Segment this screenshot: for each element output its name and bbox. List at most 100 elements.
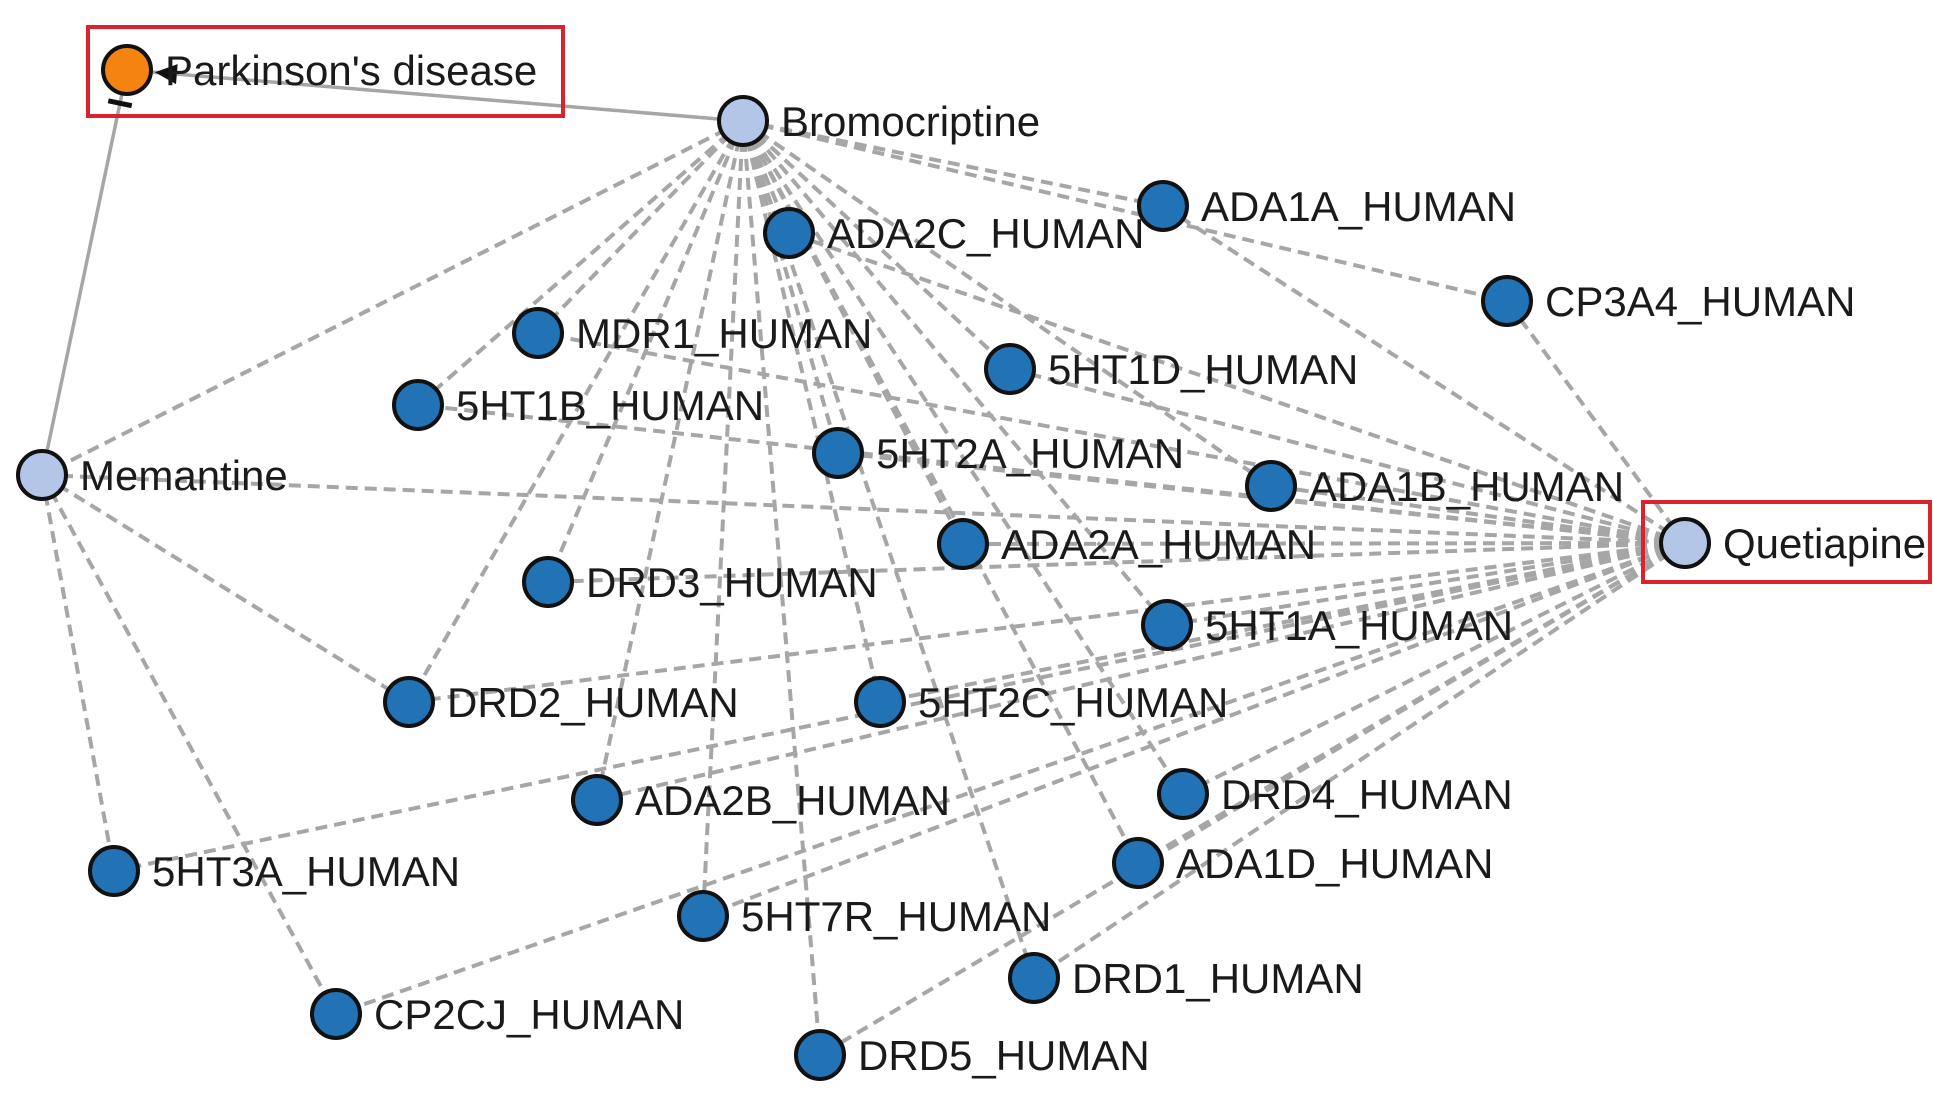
inhibit-bar-memantine-parkinsons bbox=[107, 98, 133, 109]
edge-quetiapine-mdr1 bbox=[537, 331, 1686, 545]
node-circle-ada2b[interactable] bbox=[571, 774, 623, 826]
node-5ht7r[interactable]: 5HT7R_HUMAN bbox=[677, 890, 1051, 942]
node-cp2cj[interactable]: CP2CJ_HUMAN bbox=[310, 988, 684, 1040]
node-5ht1a[interactable]: 5HT1A_HUMAN bbox=[1141, 599, 1513, 651]
node-mdr1[interactable]: MDR1_HUMAN bbox=[512, 307, 872, 359]
node-circle-ada2a[interactable] bbox=[937, 518, 989, 570]
edge-bromocriptine-ada1b bbox=[741, 119, 1273, 488]
edge-bromocriptine-5ht1d bbox=[741, 119, 1012, 371]
node-ada1a[interactable]: ADA1A_HUMAN bbox=[1137, 180, 1516, 232]
node-circle-parkinsons[interactable] bbox=[101, 44, 153, 96]
node-circle-drd5[interactable] bbox=[794, 1029, 846, 1081]
edge-bromocriptine-parkinsons bbox=[126, 68, 744, 123]
edge-quetiapine-ada2b bbox=[596, 541, 1686, 802]
node-5ht2a[interactable]: 5HT2A_HUMAN bbox=[812, 427, 1184, 479]
node-5ht1d[interactable]: 5HT1D_HUMAN bbox=[984, 343, 1358, 395]
node-label-5ht1b: 5HT1B_HUMAN bbox=[456, 382, 764, 429]
edge-quetiapine-ada1a bbox=[1161, 204, 1687, 545]
highlight-boxes-layer bbox=[86, 25, 1932, 584]
node-5ht3a[interactable]: 5HT3A_HUMAN bbox=[88, 845, 460, 897]
node-label-memantine: Memantine bbox=[80, 452, 288, 499]
node-drd2[interactable]: DRD2_HUMAN bbox=[383, 676, 739, 728]
node-circle-mdr1[interactable] bbox=[512, 307, 564, 359]
edge-memantine-drd2 bbox=[40, 473, 411, 704]
edge-bromocriptine-ada1a bbox=[742, 119, 1164, 208]
node-cp3a4[interactable]: CP3A4_HUMAN bbox=[1481, 275, 1855, 327]
node-parkinsons[interactable]: Parkinson's disease bbox=[101, 44, 537, 96]
edge-quetiapine-5ht7r bbox=[702, 541, 1686, 918]
edge-bromocriptine-drd2 bbox=[407, 120, 745, 703]
edge-memantine-cp2cj bbox=[40, 474, 338, 1015]
edge-quetiapine-ada2a bbox=[962, 541, 1686, 546]
node-circle-cp3a4[interactable] bbox=[1481, 275, 1533, 327]
node-ada1b[interactable]: ADA1B_HUMAN bbox=[1245, 460, 1624, 512]
node-label-quetiapine: Quetiapine bbox=[1723, 520, 1926, 567]
node-label-drd4: DRD4_HUMAN bbox=[1221, 771, 1513, 818]
node-ada2a[interactable]: ADA2A_HUMAN bbox=[937, 518, 1316, 570]
node-ada2c[interactable]: ADA2C_HUMAN bbox=[763, 207, 1144, 259]
node-ada2b[interactable]: ADA2B_HUMAN bbox=[571, 774, 950, 826]
node-circle-drd1[interactable] bbox=[1008, 952, 1060, 1004]
highlight-box-parkinsons bbox=[86, 25, 565, 118]
node-ada1d[interactable]: ADA1D_HUMAN bbox=[1112, 837, 1493, 889]
edge-memantine-parkinsons bbox=[40, 69, 129, 476]
node-circle-ada2c[interactable] bbox=[763, 207, 815, 259]
node-circle-5ht2a[interactable] bbox=[812, 427, 864, 479]
nodes-layer: Parkinson's disease Bromocriptine Memantin… bbox=[16, 44, 1926, 1081]
node-drd5[interactable]: DRD5_HUMAN bbox=[794, 1029, 1150, 1081]
node-bromocriptine[interactable]: Bromocriptine bbox=[717, 95, 1040, 147]
edge-quetiapine-cp2cj bbox=[335, 541, 1686, 1016]
edge-quetiapine-5ht1d bbox=[1009, 367, 1686, 545]
edge-quetiapine-ada2c bbox=[788, 231, 1686, 545]
node-label-5ht1d: 5HT1D_HUMAN bbox=[1048, 346, 1358, 393]
edge-quetiapine-5ht1a bbox=[1166, 541, 1686, 627]
node-circle-drd4[interactable] bbox=[1157, 768, 1209, 820]
node-label-5ht1a: 5HT1A_HUMAN bbox=[1205, 602, 1513, 649]
node-circle-drd3[interactable] bbox=[522, 556, 574, 608]
node-circle-ada1a[interactable] bbox=[1137, 180, 1189, 232]
node-quetiapine[interactable]: Quetiapine bbox=[1659, 517, 1926, 569]
node-label-cp2cj: CP2CJ_HUMAN bbox=[374, 991, 684, 1038]
edge-bromocriptine-ada2b bbox=[595, 120, 745, 801]
edge-memantine-5ht3a bbox=[40, 474, 116, 872]
edge-bromocriptine-5ht2a bbox=[741, 120, 840, 454]
node-5ht2c[interactable]: 5HT2C_HUMAN bbox=[854, 676, 1228, 728]
edge-quetiapine-drd5 bbox=[818, 541, 1687, 1057]
node-label-5ht7r: 5HT7R_HUMAN bbox=[741, 893, 1051, 940]
node-circle-ada1b[interactable] bbox=[1245, 460, 1297, 512]
node-drd4[interactable]: DRD4_HUMAN bbox=[1157, 768, 1513, 820]
node-circle-5ht1b[interactable] bbox=[392, 379, 444, 431]
node-circle-5ht2c[interactable] bbox=[854, 676, 906, 728]
node-label-5ht2a: 5HT2A_HUMAN bbox=[876, 430, 1184, 477]
node-memantine[interactable]: Memantine bbox=[16, 449, 288, 501]
edge-quetiapine-drd1 bbox=[1032, 541, 1687, 980]
edge-quetiapine-cp3a4 bbox=[1505, 299, 1687, 545]
node-label-drd1: DRD1_HUMAN bbox=[1072, 955, 1364, 1002]
edge-bromocriptine-drd5 bbox=[741, 120, 822, 1056]
edge-quetiapine-drd2 bbox=[408, 541, 1686, 704]
node-5ht1b[interactable]: 5HT1B_HUMAN bbox=[392, 379, 764, 431]
node-circle-cp2cj[interactable] bbox=[310, 988, 362, 1040]
node-circle-5ht1a[interactable] bbox=[1141, 599, 1193, 651]
node-circle-5ht7r[interactable] bbox=[677, 890, 729, 942]
edge-bromocriptine-5ht2c bbox=[741, 120, 882, 703]
node-label-ada2c: ADA2C_HUMAN bbox=[827, 210, 1144, 257]
node-circle-bromocriptine[interactable] bbox=[717, 95, 769, 147]
node-circle-memantine[interactable] bbox=[16, 449, 68, 501]
node-label-mdr1: MDR1_HUMAN bbox=[576, 310, 872, 357]
node-label-parkinsons: Parkinson's disease bbox=[165, 47, 537, 94]
node-circle-5ht3a[interactable] bbox=[88, 845, 140, 897]
node-circle-drd2[interactable] bbox=[383, 676, 435, 728]
node-label-ada1d: ADA1D_HUMAN bbox=[1176, 840, 1493, 887]
node-drd1[interactable]: DRD1_HUMAN bbox=[1008, 952, 1364, 1004]
node-drd3[interactable]: DRD3_HUMAN bbox=[522, 556, 878, 608]
node-circle-quetiapine[interactable] bbox=[1659, 517, 1711, 569]
edge-quetiapine-ada1b bbox=[1270, 484, 1686, 545]
edge-quetiapine-drd4 bbox=[1182, 541, 1686, 796]
node-label-5ht2c: 5HT2C_HUMAN bbox=[918, 679, 1228, 726]
node-circle-5ht1d[interactable] bbox=[984, 343, 1036, 395]
edge-bromocriptine-5ht1b bbox=[416, 119, 745, 407]
node-circle-ada1d[interactable] bbox=[1112, 837, 1164, 889]
edge-bromocriptine-memantine bbox=[41, 119, 744, 477]
